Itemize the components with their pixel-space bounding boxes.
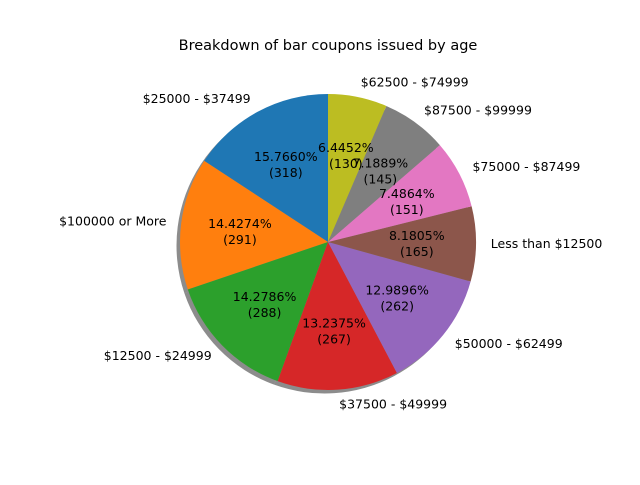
pie-slice-25000-37499: [204, 94, 328, 242]
pie-slices: [180, 94, 476, 390]
chart-title: Breakdown of bar coupons issued by age: [179, 38, 478, 54]
slice-label-37500-49999: $37500 - $49999: [339, 396, 447, 411]
pie-slice-75000-87499: [328, 145, 472, 242]
pie-slice-37500-49999: [277, 242, 397, 390]
pie-slice-12500-24999: [187, 242, 328, 382]
slice-percent-87500-99999: 7.1889%: [353, 155, 409, 170]
slice-percent-25000-37499: 15.7660%: [254, 149, 318, 164]
slice-count-75000-87499: (151): [390, 202, 424, 217]
slice-label-62500-74999: $62500 - $74999: [361, 75, 469, 90]
slice-percent-100000-or-more: 14.4274%: [208, 216, 272, 231]
slice-count-50000-62499: (262): [380, 299, 414, 314]
slice-count-12500-24999: (288): [248, 305, 282, 320]
slice-label-87500-99999: $87500 - $99999: [424, 103, 532, 118]
slice-count-25000-37499: (318): [269, 165, 303, 180]
slice-count-87500-99999: (145): [364, 171, 398, 186]
slice-label-12500-24999: $12500 - $24999: [104, 348, 212, 363]
slice-label-100000-or-more: $100000 or More: [59, 213, 167, 228]
slice-percent-37500-49999: 13.2375%: [302, 316, 366, 331]
pie-slice-100000-or-more: [180, 160, 328, 290]
slice-count-62500-74999: (130): [329, 156, 363, 171]
slice-count-less-than-12500: (165): [400, 244, 434, 259]
slice-label-25000-37499: $25000 - $37499: [143, 91, 251, 106]
slice-percent-75000-87499: 7.4864%: [379, 186, 435, 201]
slice-percent-50000-62499: 12.9896%: [365, 283, 429, 298]
pie-slice-50000-62499: [328, 242, 471, 373]
slice-label-less-than-12500: Less than $12500: [491, 236, 603, 251]
pie-slice-62500-74999: [328, 94, 387, 242]
pie-labels: $25000 - $37499 15.7660%(318) $100000 or M…: [59, 75, 602, 412]
slice-label-50000-62499: $50000 - $62499: [455, 336, 563, 351]
slice-percent-12500-24999: 14.2786%: [233, 289, 297, 304]
pie-slice-87500-99999: [328, 105, 440, 242]
pie-slice-less-than-12500: [328, 206, 476, 282]
slice-percent-less-than-12500: 8.1805%: [389, 228, 445, 243]
slice-count-100000-or-more: (291): [223, 232, 257, 247]
slice-label-75000-87499: $75000 - $87499: [472, 159, 580, 174]
slice-count-37500-49999: (267): [317, 332, 351, 347]
slice-percent-62500-74999: 6.4452%: [318, 140, 374, 155]
